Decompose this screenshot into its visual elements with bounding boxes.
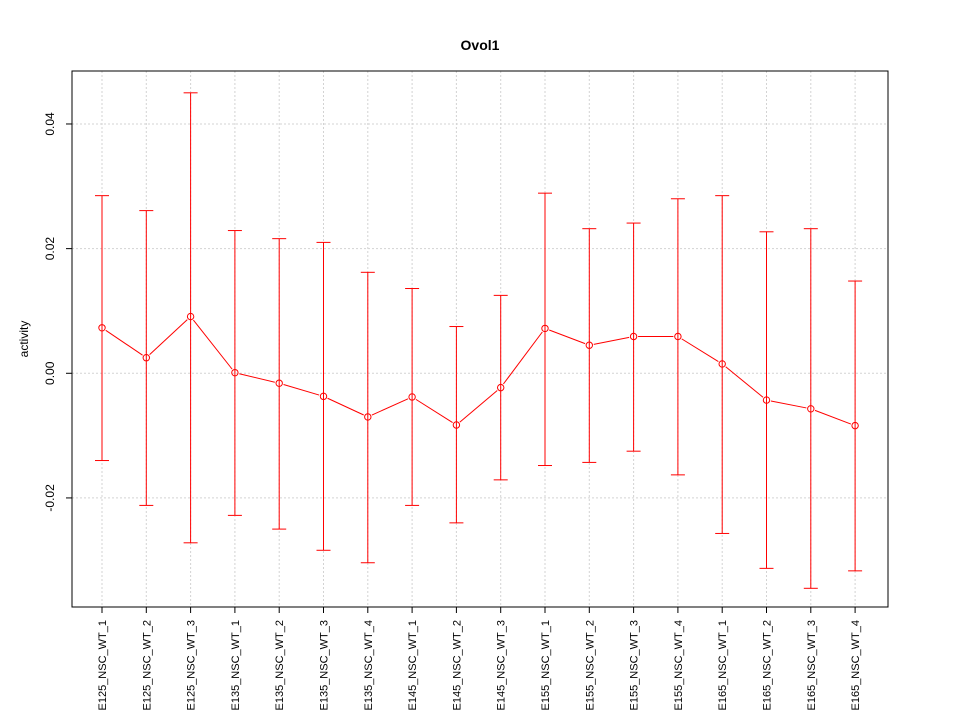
x-tick-label: E155_NSC_WT_4 <box>673 620 685 711</box>
data-point <box>364 413 372 421</box>
data-point <box>275 379 283 387</box>
series-line-segment <box>415 398 453 424</box>
x-tick-label: E125_NSC_WT_2 <box>141 620 153 711</box>
y-tick-label: 0.00 <box>43 361 57 385</box>
series-line-segment <box>239 373 275 383</box>
y-tick-label: 0.04 <box>43 112 57 136</box>
data-point <box>142 353 151 362</box>
y-axis-label: activity <box>17 321 31 358</box>
series-line-segment <box>105 329 143 356</box>
data-point <box>186 312 195 321</box>
data-point <box>231 368 239 377</box>
x-tick-label: E125_NSC_WT_3 <box>186 620 198 711</box>
grid <box>72 71 888 607</box>
series-line-segment <box>283 384 320 396</box>
series-line-segment <box>459 390 498 423</box>
x-tick-label: E145_NSC_WT_1 <box>407 620 419 711</box>
data-point <box>98 324 106 332</box>
data-point <box>452 421 461 429</box>
x-tick-label: E165_NSC_WT_2 <box>762 620 774 711</box>
plot-frame <box>71 70 889 608</box>
chart-title: Ovol1 <box>461 37 500 53</box>
x-axis: E125_NSC_WT_1 E125_NSC_WT_2 E125_NSC_WT_3 E… <box>97 607 862 711</box>
series-line-segment <box>814 409 852 425</box>
series-line-segment <box>192 319 233 370</box>
x-tick-label: E145_NSC_WT_2 <box>451 620 463 711</box>
x-tick-label: E165_NSC_WT_4 <box>850 620 862 711</box>
y-axis: -0.02 0.00 0.02 0.04 <box>43 112 72 512</box>
data-point <box>497 383 505 392</box>
x-tick-label: E165_NSC_WT_1 <box>717 620 729 711</box>
series-line-segment <box>593 336 630 345</box>
series-line-segment <box>725 366 764 398</box>
x-tick-label: E135_NSC_WT_3 <box>319 620 331 711</box>
y-tick-label: -0.02 <box>43 484 57 512</box>
data-point <box>319 392 328 401</box>
series-line-segment <box>371 398 409 416</box>
x-tick-label: E155_NSC_WT_1 <box>540 620 552 711</box>
data-point <box>674 332 682 341</box>
data-point <box>762 396 771 404</box>
x-tick-label: E145_NSC_WT_3 <box>496 620 508 711</box>
series-line-segment <box>681 338 719 362</box>
series-activity <box>95 92 863 589</box>
x-tick-label: E125_NSC_WT_1 <box>97 620 109 711</box>
data-point <box>718 360 726 368</box>
data-point <box>851 421 859 430</box>
y-tick-label: 0.02 <box>43 237 57 261</box>
x-tick-label: E155_NSC_WT_3 <box>629 620 641 711</box>
data-point <box>585 341 593 349</box>
series-line-segment <box>770 400 807 409</box>
x-tick-label: E135_NSC_WT_4 <box>363 620 375 711</box>
series-line-segment <box>549 329 586 345</box>
x-tick-label: E135_NSC_WT_2 <box>274 620 286 711</box>
series-line-segment <box>149 319 188 356</box>
data-point <box>807 405 815 413</box>
x-tick-label: E155_NSC_WT_2 <box>584 620 596 711</box>
x-tick-label: E135_NSC_WT_1 <box>230 620 242 711</box>
x-tick-label: E165_NSC_WT_3 <box>806 620 818 711</box>
series-line-segment <box>502 331 543 385</box>
data-point <box>629 332 638 341</box>
series-line-segment <box>327 397 364 416</box>
data-point <box>408 393 416 401</box>
data-point <box>541 324 549 333</box>
